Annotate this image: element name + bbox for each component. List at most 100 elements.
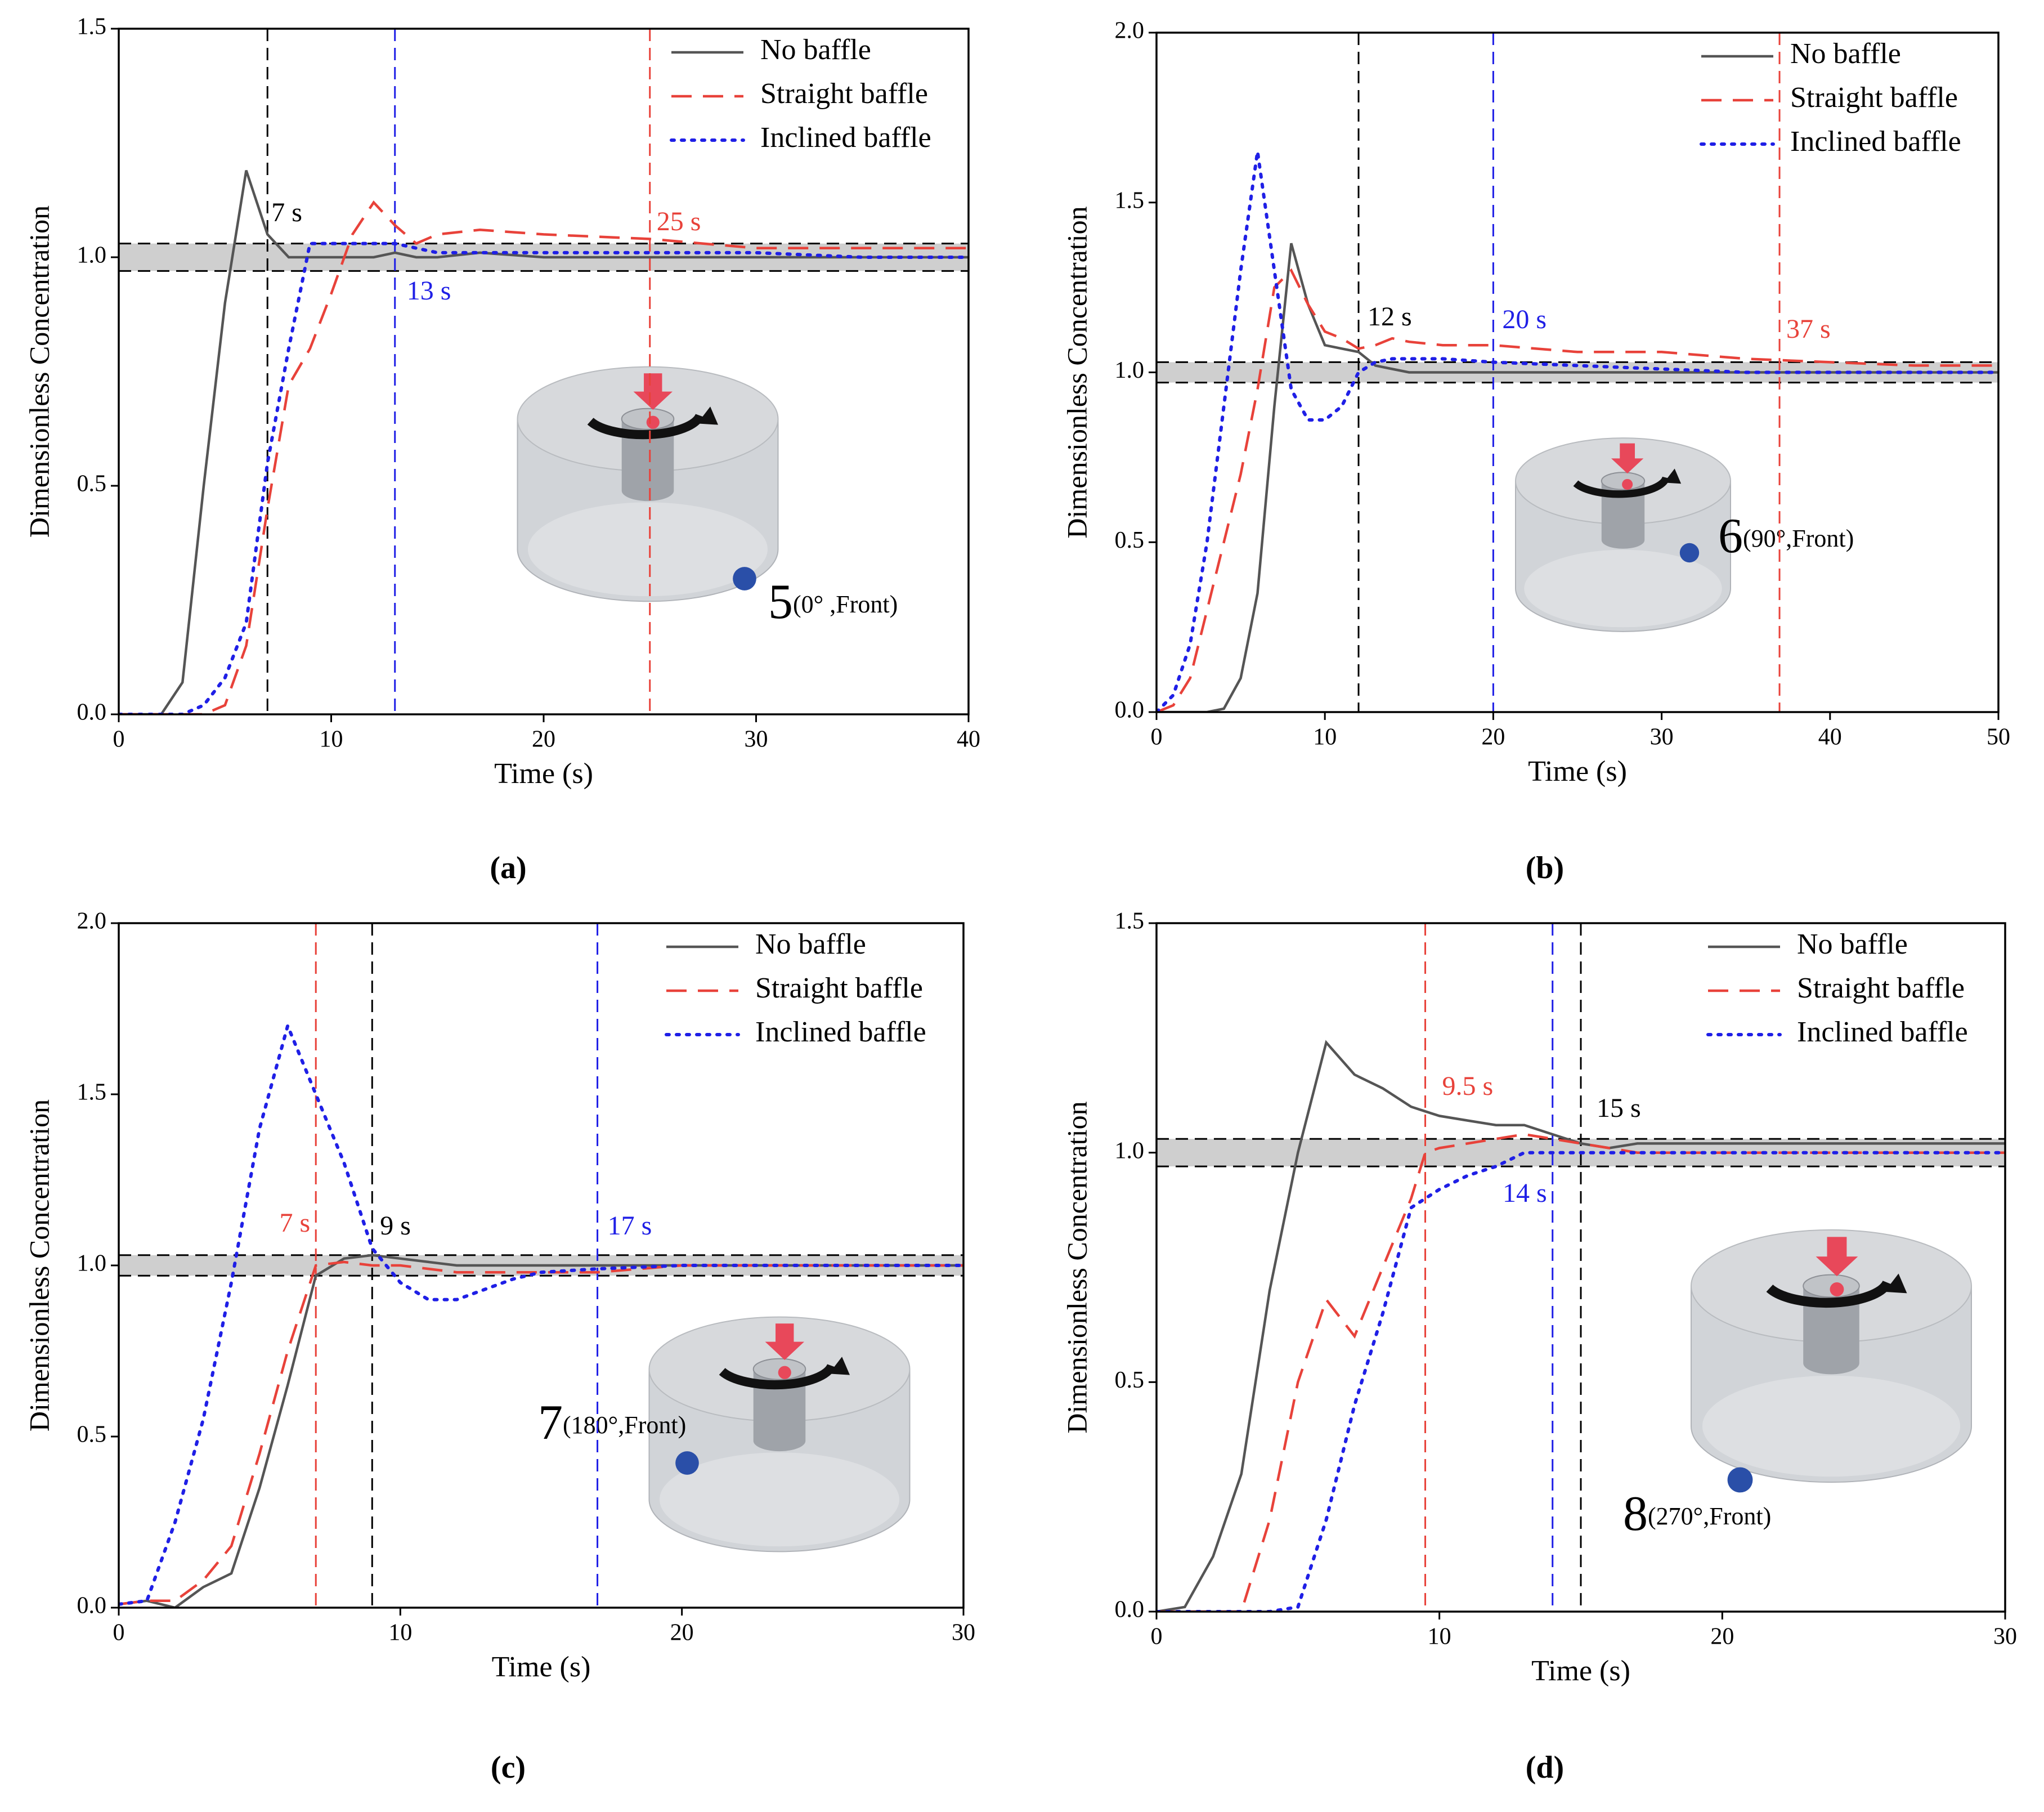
probe-label: 5(0° ,Front) — [768, 575, 898, 629]
y-tick-label: 0.0 — [1115, 1597, 1145, 1623]
x-tick-label: 30 — [745, 727, 768, 753]
legend-label: No baffle — [755, 928, 866, 960]
x-tick-label: 10 — [1313, 724, 1337, 750]
y-tick-label: 0.5 — [1115, 1367, 1145, 1393]
inset-tank-bottom — [660, 1452, 899, 1547]
settling-label: 17 s — [608, 1211, 652, 1241]
x-tick-label: 20 — [532, 727, 555, 753]
y-tick-label: 1.0 — [1115, 357, 1145, 383]
panel-label: (b) — [1526, 851, 1564, 885]
probe-point — [733, 567, 756, 590]
x-axis-title: Time (s) — [1528, 755, 1627, 788]
settling-label: 25 s — [657, 207, 701, 236]
legend-label: Straight baffle — [760, 78, 928, 110]
inset-feed-point — [1830, 1282, 1844, 1296]
x-tick-label: 0 — [113, 1620, 125, 1646]
settling-label: 14 s — [1503, 1178, 1547, 1208]
y-tick-label: 0.5 — [77, 471, 107, 497]
inset-tank-bottom — [1702, 1375, 1961, 1477]
y-axis-title: Dimensionless Concentration — [1061, 206, 1092, 538]
panel-label: (c) — [491, 1750, 526, 1785]
y-tick-label: 0.5 — [77, 1422, 107, 1448]
x-tick-label: 10 — [320, 727, 343, 753]
legend-label: Straight baffle — [1790, 82, 1958, 114]
probe-position: (180°,Front) — [563, 1411, 686, 1439]
series-line — [1157, 1133, 2005, 1612]
probe-position: (270°,Front) — [1648, 1502, 1771, 1530]
legend-label: Inclined baffle — [1790, 126, 1961, 158]
series-line — [1157, 151, 1998, 712]
legend-label: Straight baffle — [1797, 972, 1965, 1004]
probe-position: (90°,Front) — [1743, 525, 1854, 552]
inset-rotation-arrow — [1766, 1280, 1892, 1308]
x-tick-label: 20 — [670, 1620, 694, 1646]
x-tick-label: 0 — [1151, 724, 1163, 750]
x-tick-label: 10 — [1428, 1624, 1451, 1650]
legend-label: No baffle — [1797, 928, 1908, 960]
inset-feed-point — [778, 1366, 791, 1379]
legend-label: Inclined baffle — [1797, 1016, 1968, 1048]
y-axis-title: Dimensionless Concentration — [23, 205, 55, 538]
x-tick-label: 40 — [1818, 724, 1842, 750]
x-tick-label: 10 — [388, 1620, 412, 1646]
legend-label: Inclined baffle — [755, 1016, 926, 1048]
x-tick-label: 50 — [1987, 724, 2010, 750]
series-line — [1157, 268, 1998, 712]
x-tick-label: 20 — [1481, 724, 1505, 750]
x-tick-label: 20 — [1710, 1624, 1734, 1650]
probe-point — [1727, 1467, 1753, 1493]
legend-label: Inclined baffle — [760, 122, 931, 154]
probe-label: 8(270°,Front) — [1623, 1487, 1771, 1541]
inset-impeller — [1601, 481, 1645, 549]
y-tick-label: 1.5 — [1115, 187, 1145, 213]
inset-impeller — [621, 419, 674, 502]
inset-tank-bottom — [528, 502, 768, 597]
panel-label: (a) — [490, 851, 526, 885]
probe-number: 5 — [768, 575, 793, 629]
inset-rotation-head — [828, 1357, 850, 1375]
y-tick-label: 1.0 — [1115, 1138, 1145, 1164]
settling-label: 37 s — [1786, 314, 1831, 344]
series-line — [1157, 1040, 2005, 1612]
y-tick-label: 0.5 — [1115, 527, 1145, 553]
inset-rotation-arrow — [1573, 476, 1670, 498]
x-axis-title: Time (s) — [1531, 1655, 1630, 1687]
panel: 8(270°,Front) 9.5 s 14 s 15 s 0 10 20 30 0.0 0.5 1… — [1061, 909, 2017, 1785]
legend-label: Straight baffle — [755, 972, 923, 1004]
settling-label: 13 s — [407, 276, 451, 306]
probe-label: 6(90°,Front) — [1718, 509, 1854, 563]
inset-tank-bottom — [1524, 549, 1722, 628]
inset-feed-arrow — [765, 1323, 804, 1361]
settling-label: 15 s — [1597, 1093, 1641, 1123]
x-axis-title: Time (s) — [492, 1651, 591, 1683]
y-tick-label: 0.0 — [77, 1593, 107, 1619]
x-tick-label: 0 — [113, 727, 125, 753]
x-tick-label: 30 — [1650, 724, 1674, 750]
y-tick-label: 1.5 — [77, 14, 107, 40]
inset-rotation-head — [1884, 1273, 1907, 1294]
probe-label: 7(180°,Front) — [538, 1395, 686, 1450]
legend-label: No baffle — [760, 34, 871, 66]
y-tick-label: 1.0 — [77, 243, 107, 269]
series-line — [1157, 1151, 2005, 1612]
x-tick-label: 40 — [957, 727, 980, 753]
series-line — [119, 1254, 963, 1608]
y-tick-label: 2.0 — [1115, 18, 1145, 44]
series-line — [119, 169, 969, 714]
series-line — [119, 1021, 963, 1606]
inset-rotation-head — [1664, 468, 1682, 484]
y-axis-title: Dimensionless Concentration — [1061, 1101, 1092, 1433]
settling-label: 12 s — [1368, 302, 1412, 332]
inset-feed-arrow — [1816, 1237, 1858, 1277]
inset-impeller-top — [1601, 472, 1646, 490]
series-line — [119, 1260, 963, 1606]
probe-position: (0° ,Front) — [793, 590, 898, 618]
settling-label: 9 s — [380, 1211, 411, 1241]
y-tick-label: 1.0 — [77, 1251, 107, 1277]
y-tick-label: 1.5 — [77, 1080, 107, 1106]
settling-label: 20 s — [1502, 305, 1547, 334]
x-tick-label: 30 — [1993, 1624, 2017, 1650]
panel-label: (d) — [1526, 1750, 1564, 1785]
